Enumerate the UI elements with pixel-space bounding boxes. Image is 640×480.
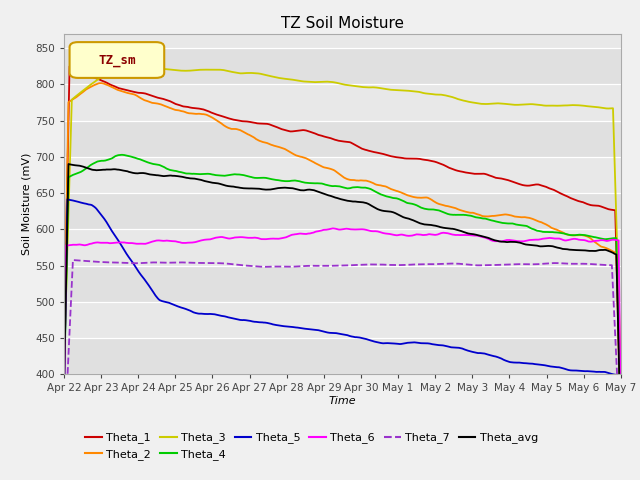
Theta_2	[96, 80, 104, 86]
Theta_avg	[518, 240, 525, 246]
Bar	[64, 120, 621, 157]
Line: Theta_7: Theta_7	[64, 260, 621, 453]
Line: Theta_1: Theta_1	[64, 66, 621, 417]
Theta_2	[393, 188, 401, 194]
Theta_avg	[605, 248, 612, 254]
Theta_3	[362, 84, 370, 90]
Theta_2	[605, 246, 612, 252]
Line: Theta_6: Theta_6	[64, 228, 621, 413]
Theta_5	[362, 336, 370, 342]
Theta_6	[329, 226, 337, 231]
Theta_4	[326, 183, 333, 189]
Theta_7	[393, 262, 401, 268]
Theta_1	[393, 155, 401, 160]
Theta_7	[362, 262, 370, 267]
Theta_3	[518, 102, 525, 108]
Theta_5	[326, 330, 333, 336]
Theta_7	[617, 450, 625, 456]
Theta_3	[605, 106, 612, 111]
Line: Theta_avg: Theta_avg	[64, 164, 621, 437]
Theta_6	[60, 410, 68, 416]
Theta_avg	[362, 200, 370, 206]
X-axis label: Time: Time	[328, 396, 356, 406]
Bar	[64, 48, 621, 84]
FancyBboxPatch shape	[70, 42, 164, 78]
Theta_6	[605, 238, 612, 243]
Theta_avg	[329, 194, 337, 200]
Theta_7	[69, 257, 77, 263]
Bar	[64, 265, 621, 302]
Line: Theta_2: Theta_2	[64, 83, 621, 436]
Theta_4	[60, 392, 68, 397]
Line: Theta_3: Theta_3	[64, 64, 621, 368]
Theta_3	[122, 61, 129, 67]
Theta_3	[326, 79, 333, 85]
Theta_avg	[393, 211, 401, 216]
Theta_1	[518, 182, 525, 188]
Theta_6	[324, 227, 332, 232]
Theta_6	[362, 227, 370, 233]
Theta_7	[329, 263, 337, 269]
Theta_avg	[326, 193, 333, 199]
Theta_7	[605, 262, 612, 268]
Y-axis label: Soil Moisture (mV): Soil Moisture (mV)	[21, 153, 31, 255]
Theta_3	[617, 365, 625, 371]
Theta_7	[518, 261, 525, 267]
Bar	[64, 338, 621, 374]
Theta_1	[326, 135, 333, 141]
Theta_2	[518, 215, 525, 220]
Theta_2	[60, 350, 68, 356]
Theta_2	[362, 178, 370, 183]
Theta_2	[326, 166, 333, 171]
Theta_avg	[617, 434, 625, 440]
Theta_4	[329, 183, 337, 189]
Theta_3	[393, 87, 401, 93]
Theta_1	[66, 63, 74, 69]
Theta_6	[393, 232, 401, 238]
Theta_1	[329, 136, 337, 142]
Bar	[64, 193, 621, 229]
Theta_avg	[60, 383, 68, 389]
Theta_6	[617, 407, 625, 413]
Theta_3	[60, 362, 68, 368]
Theta_5	[393, 341, 401, 347]
Theta_5	[63, 196, 71, 202]
Theta_4	[118, 152, 126, 157]
Theta_4	[393, 195, 401, 201]
Theta_4	[518, 222, 525, 228]
Theta_6	[328, 226, 335, 231]
Theta_5	[329, 330, 337, 336]
Line: Theta_5: Theta_5	[64, 199, 621, 480]
Theta_5	[518, 360, 525, 366]
Theta_7	[60, 447, 68, 453]
Theta_2	[617, 433, 625, 439]
Theta_5	[605, 370, 612, 376]
Theta_1	[605, 206, 612, 212]
Theta_4	[605, 236, 612, 242]
Text: TZ_sm: TZ_sm	[98, 54, 136, 67]
Theta_1	[362, 147, 370, 153]
Theta_7	[326, 263, 333, 269]
Theta_6	[518, 239, 525, 244]
Theta_4	[362, 185, 370, 191]
Theta_1	[617, 414, 625, 420]
Theta_1	[60, 336, 68, 341]
Line: Theta_4: Theta_4	[64, 155, 621, 428]
Theta_3	[329, 79, 337, 85]
Title: TZ Soil Moisture: TZ Soil Moisture	[281, 16, 404, 31]
Theta_avg	[65, 161, 72, 167]
Theta_4	[617, 425, 625, 431]
Theta_2	[329, 167, 337, 173]
Theta_5	[60, 396, 68, 401]
Legend: Theta_1, Theta_2, Theta_3, Theta_4, Theta_5, Theta_6, Theta_7, Theta_avg: Theta_1, Theta_2, Theta_3, Theta_4, Thet…	[81, 428, 543, 464]
